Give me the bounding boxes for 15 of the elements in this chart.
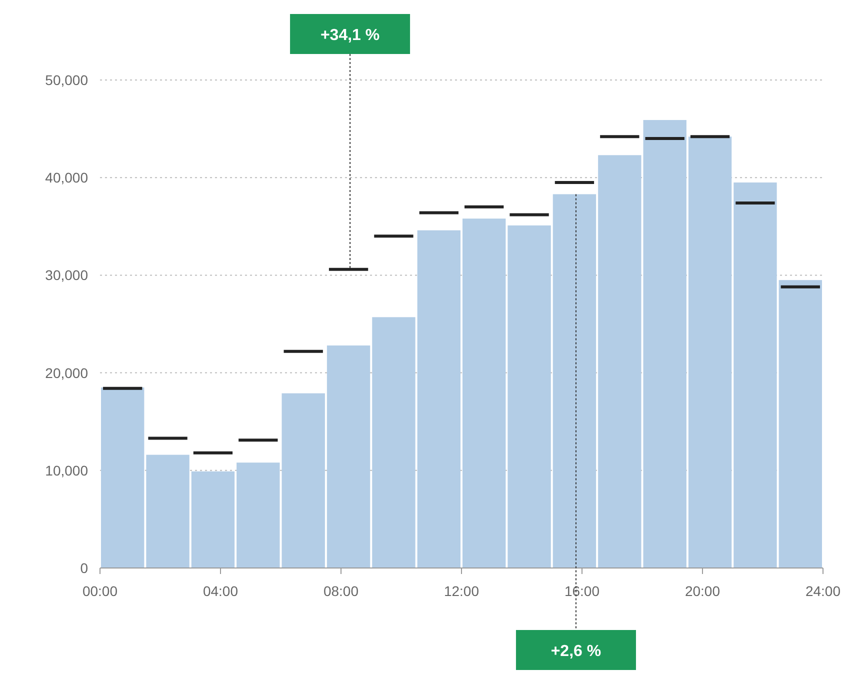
x-tick-label: 16:00 (564, 583, 600, 599)
y-tick-label: 20,000 (45, 364, 88, 381)
y-tick-label: 40,000 (45, 170, 88, 186)
x-tick-label: 04:00 (202, 583, 238, 599)
x-tick-label: 24:00 (805, 583, 841, 599)
y-tick-label: 30,000 (45, 267, 88, 284)
y-tick-label: 0 (80, 560, 88, 576)
x-tick-label: 20:00 (684, 583, 720, 599)
y-tick-label: 50,000 (45, 72, 88, 88)
y-tick-label: 10,000 (45, 462, 88, 478)
x-tick-label: 12:00 (444, 583, 480, 599)
x-tick-label: 00:00 (82, 583, 118, 599)
x-tick-label: 08:00 (323, 583, 359, 599)
annotation: +34,1 % (320, 27, 380, 44)
annotation: +2,6 % (550, 643, 602, 660)
